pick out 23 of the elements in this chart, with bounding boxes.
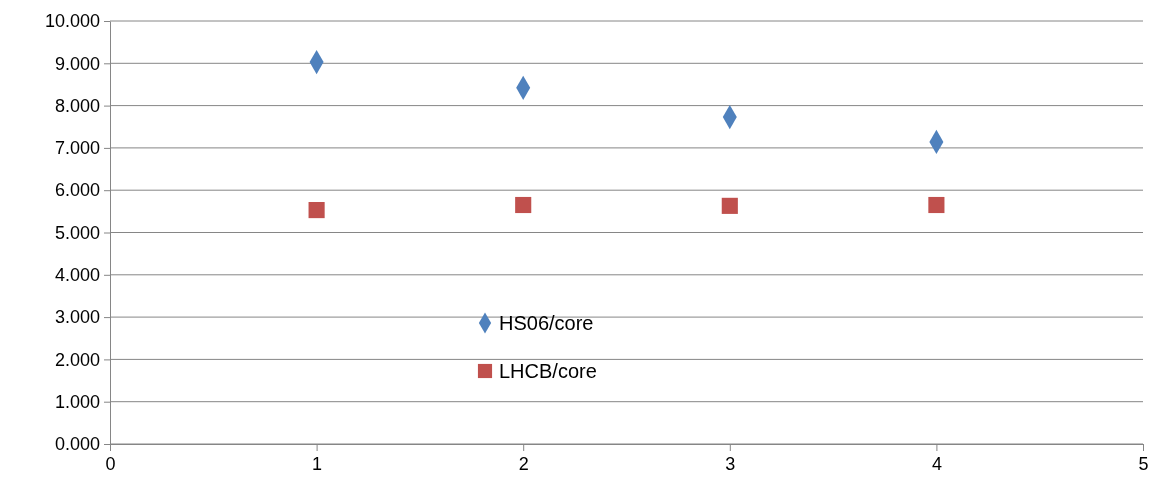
y-tick-label: 10.000: [44, 11, 100, 32]
point: [515, 196, 532, 214]
y-tick-label: 5.000: [54, 222, 100, 243]
legend-label: LHCB/core: [499, 360, 597, 382]
y-tick-label: 8.000: [54, 95, 100, 116]
point: [928, 196, 945, 214]
y-tick-label: 2.000: [54, 349, 100, 370]
x-tick-label: 2: [518, 453, 529, 474]
y-tick-label: 6.000: [54, 180, 100, 201]
point: [308, 202, 325, 219]
y-tick-label: 4.000: [54, 265, 100, 286]
y-tick-label: 9.000: [54, 53, 100, 74]
x-tick-label: 4: [931, 453, 942, 474]
x-tick-label: 0: [105, 453, 116, 474]
y-tick-label: 3.000: [54, 307, 100, 328]
y-tick-label: 0.000: [54, 434, 100, 455]
point: [721, 197, 738, 214]
y-tick-label: 1.000: [54, 391, 100, 412]
x-tick-label: 5: [1138, 453, 1149, 474]
y-tick-label: 7.000: [54, 138, 100, 159]
legend-label: HS06/core: [499, 312, 594, 334]
x-tick-label: 1: [312, 453, 323, 474]
x-tick-label: 3: [725, 453, 736, 474]
